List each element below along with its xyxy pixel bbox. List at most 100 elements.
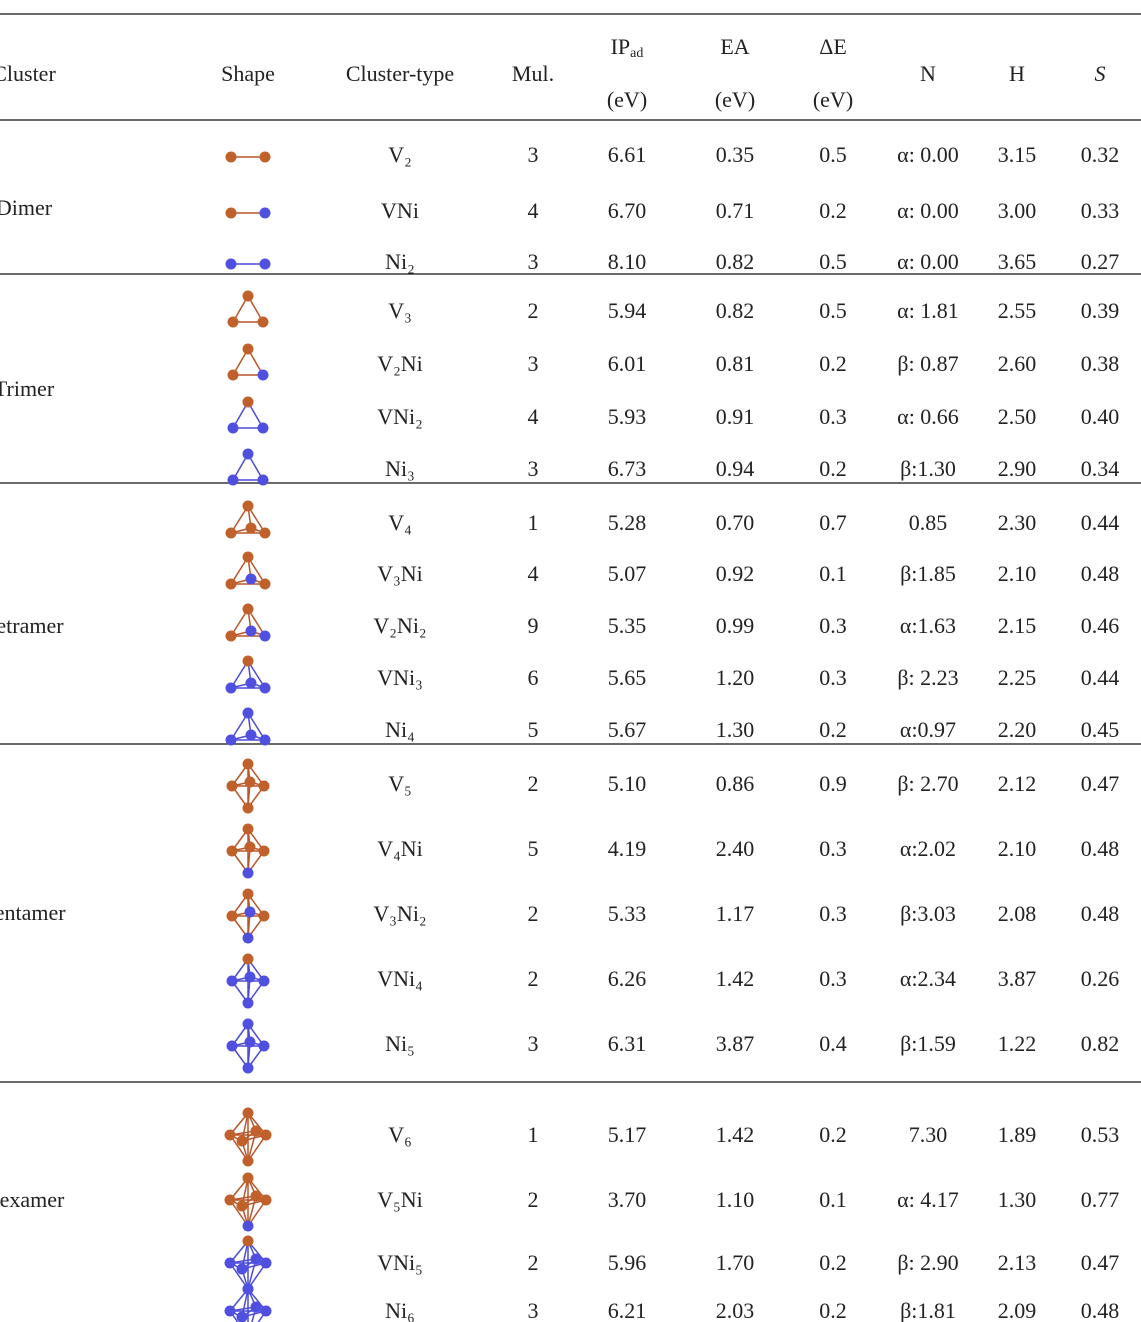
cell: 2 xyxy=(528,298,539,323)
atom xyxy=(251,1191,262,1202)
cell: 0.1 xyxy=(819,1187,847,1212)
cell: 0.99 xyxy=(716,613,755,638)
cell: 7.30 xyxy=(909,1122,948,1147)
header-cell: EA xyxy=(720,34,749,59)
atom xyxy=(246,626,257,637)
cell: 6.70 xyxy=(608,198,647,223)
cell: 5.65 xyxy=(608,665,647,690)
atom xyxy=(243,501,254,512)
atom xyxy=(246,523,257,534)
cell: 0.9 xyxy=(819,771,847,796)
cell: 0.77 xyxy=(1081,1187,1120,1212)
cell: 5 xyxy=(528,717,539,742)
cell: 2 xyxy=(528,1250,539,1275)
cell: 0.82 xyxy=(716,249,755,274)
cell: β: 2.90 xyxy=(897,1250,958,1275)
cell: β:1.85 xyxy=(900,561,956,586)
cell: α:2.34 xyxy=(900,966,956,991)
cell: 0.38 xyxy=(1081,351,1120,376)
cell: 0.2 xyxy=(819,1122,847,1147)
cell: 0.48 xyxy=(1081,561,1120,586)
cell: 6.01 xyxy=(608,351,647,376)
cell: 8.10 xyxy=(608,249,647,274)
cell: V₄ xyxy=(388,510,412,535)
cell: 0.2 xyxy=(819,198,847,223)
atom xyxy=(260,735,271,746)
cell: 0.5 xyxy=(819,249,847,274)
atom xyxy=(226,683,237,694)
cell: 2.09 xyxy=(998,1298,1037,1322)
cell: 0.26 xyxy=(1081,966,1120,991)
cell: 3 xyxy=(528,142,539,167)
cell: 2.12 xyxy=(998,771,1037,796)
cell: 2.13 xyxy=(998,1250,1037,1275)
cell: Ni₃ xyxy=(385,456,415,481)
cell: 0.34 xyxy=(1081,456,1120,481)
atom xyxy=(225,1130,236,1141)
cell: 0.82 xyxy=(1081,1031,1120,1056)
atom xyxy=(226,259,237,270)
cluster-shape xyxy=(228,449,269,486)
cell: 5.96 xyxy=(608,1250,647,1275)
cell: V₂ xyxy=(388,142,412,167)
atom xyxy=(226,735,237,746)
atom xyxy=(243,1221,254,1232)
atom xyxy=(243,604,254,615)
cell: 5.28 xyxy=(608,510,647,535)
cell: 0.3 xyxy=(819,613,847,638)
cell: 1.17 xyxy=(716,901,755,926)
cell: β:1.81 xyxy=(900,1298,956,1322)
header-main: IP xyxy=(611,34,631,59)
cell: 2.03 xyxy=(716,1298,755,1322)
atom xyxy=(243,344,254,355)
cell: 3.87 xyxy=(716,1031,755,1056)
atom xyxy=(243,803,254,814)
cell: 0.3 xyxy=(819,836,847,861)
cell: Ni₆ xyxy=(385,1298,415,1322)
atom xyxy=(227,781,238,792)
cell: 5.17 xyxy=(608,1122,647,1147)
cell: 2.15 xyxy=(998,613,1037,638)
cell: β: 2.70 xyxy=(897,771,958,796)
atom xyxy=(243,1284,254,1295)
cluster-shape xyxy=(225,1108,272,1167)
cell: 1 xyxy=(528,1122,539,1147)
table: ClusterShapeCluster-typeMul.IPad(eV)EA(e… xyxy=(0,0,1141,1322)
atom xyxy=(259,846,270,857)
cell: 2.10 xyxy=(998,836,1037,861)
cell: V₅ xyxy=(388,771,412,796)
cell: 3 xyxy=(528,351,539,376)
atom xyxy=(226,631,237,642)
cell: 0.2 xyxy=(819,1298,847,1322)
cell: 1.22 xyxy=(998,1031,1037,1056)
cell: VNi₂ xyxy=(377,404,423,429)
atom xyxy=(243,933,254,944)
cell: 5.35 xyxy=(608,613,647,638)
atom xyxy=(227,976,238,987)
cell: β: 0.87 xyxy=(897,351,958,376)
header-cell: Mul. xyxy=(512,61,554,86)
cell: 2.90 xyxy=(998,456,1037,481)
atom xyxy=(243,889,254,900)
header-cell: Cluster xyxy=(0,61,56,86)
cell: 2.40 xyxy=(716,836,755,861)
cell: 0.5 xyxy=(819,142,847,167)
atom xyxy=(258,370,269,381)
cell: 0.81 xyxy=(716,351,755,376)
atom xyxy=(246,574,257,585)
cell: 4 xyxy=(528,404,539,429)
atom xyxy=(243,1156,254,1167)
atom xyxy=(243,954,254,965)
cell: 5.94 xyxy=(608,298,647,323)
cell: 1 xyxy=(528,510,539,535)
cell: VNi₄ xyxy=(377,966,423,991)
cell: 2.30 xyxy=(998,510,1037,535)
atom xyxy=(251,1302,262,1313)
cell: 0.2 xyxy=(819,1250,847,1275)
cell: 0.47 xyxy=(1081,771,1120,796)
cell: 3.00 xyxy=(998,198,1037,223)
cell: 0.82 xyxy=(716,298,755,323)
atom xyxy=(260,528,271,539)
cell: Ni₄ xyxy=(385,717,415,742)
atom xyxy=(258,317,269,328)
